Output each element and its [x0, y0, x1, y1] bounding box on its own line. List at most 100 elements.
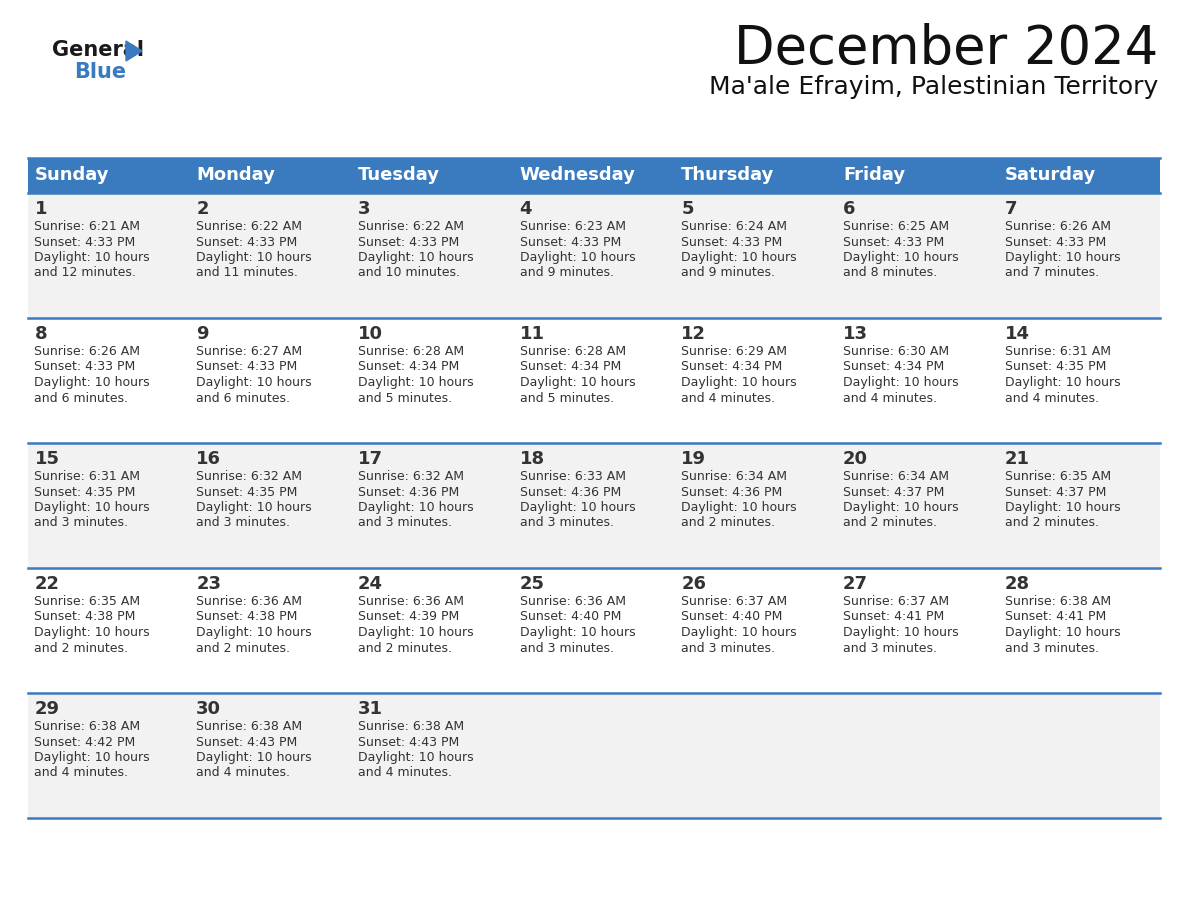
Text: Sunset: 4:33 PM: Sunset: 4:33 PM [196, 236, 297, 249]
Bar [352, 318, 513, 443]
Text: 7: 7 [1005, 200, 1017, 218]
Text: Sunrise: 6:28 AM: Sunrise: 6:28 AM [519, 345, 626, 358]
Bar [675, 193, 836, 318]
Text: 2: 2 [196, 200, 209, 218]
Text: Sunset: 4:38 PM: Sunset: 4:38 PM [34, 610, 135, 623]
Text: Sunset: 4:41 PM: Sunset: 4:41 PM [843, 610, 944, 623]
Text: Sunset: 4:39 PM: Sunset: 4:39 PM [358, 610, 459, 623]
Text: 23: 23 [196, 575, 221, 593]
Text: Sunrise: 6:28 AM: Sunrise: 6:28 AM [358, 345, 465, 358]
Text: and 6 minutes.: and 6 minutes. [34, 391, 128, 405]
Text: Daylight: 10 hours: Daylight: 10 hours [519, 626, 636, 639]
Text: 1: 1 [34, 200, 48, 218]
Text: 28: 28 [1005, 575, 1030, 593]
Text: 4: 4 [519, 200, 532, 218]
Text: and 3 minutes.: and 3 minutes. [519, 517, 614, 530]
Bar [998, 318, 1159, 443]
Text: 27: 27 [843, 575, 868, 593]
Text: Sunset: 4:33 PM: Sunset: 4:33 PM [843, 236, 944, 249]
Text: Daylight: 10 hours: Daylight: 10 hours [358, 376, 474, 389]
Text: Daylight: 10 hours: Daylight: 10 hours [34, 626, 150, 639]
Text: Sunrise: 6:36 AM: Sunrise: 6:36 AM [196, 595, 302, 608]
Text: Sunrise: 6:23 AM: Sunrise: 6:23 AM [519, 220, 626, 233]
Text: Sunrise: 6:30 AM: Sunrise: 6:30 AM [843, 345, 949, 358]
Text: Sunset: 4:34 PM: Sunset: 4:34 PM [843, 361, 944, 374]
Bar [998, 693, 1159, 818]
Text: Sunrise: 6:38 AM: Sunrise: 6:38 AM [34, 720, 140, 733]
Text: and 3 minutes.: and 3 minutes. [843, 642, 937, 655]
Text: 20: 20 [843, 450, 868, 468]
Text: Sunset: 4:34 PM: Sunset: 4:34 PM [358, 361, 459, 374]
Text: Tuesday: Tuesday [358, 166, 440, 185]
Text: and 7 minutes.: and 7 minutes. [1005, 266, 1099, 279]
Text: Sunrise: 6:26 AM: Sunrise: 6:26 AM [1005, 220, 1111, 233]
Bar [513, 693, 675, 818]
Text: Sunrise: 6:31 AM: Sunrise: 6:31 AM [1005, 345, 1111, 358]
Text: Sunrise: 6:37 AM: Sunrise: 6:37 AM [843, 595, 949, 608]
Bar [352, 193, 513, 318]
Text: Sunrise: 6:36 AM: Sunrise: 6:36 AM [519, 595, 626, 608]
Text: Daylight: 10 hours: Daylight: 10 hours [196, 501, 311, 514]
Text: Sunrise: 6:26 AM: Sunrise: 6:26 AM [34, 345, 140, 358]
Text: Sunrise: 6:24 AM: Sunrise: 6:24 AM [682, 220, 788, 233]
Text: and 5 minutes.: and 5 minutes. [519, 391, 614, 405]
Text: Daylight: 10 hours: Daylight: 10 hours [34, 376, 150, 389]
Text: and 2 minutes.: and 2 minutes. [358, 642, 451, 655]
Text: Sunrise: 6:35 AM: Sunrise: 6:35 AM [34, 595, 140, 608]
Bar [675, 568, 836, 693]
Text: 16: 16 [196, 450, 221, 468]
Text: Daylight: 10 hours: Daylight: 10 hours [682, 251, 797, 264]
Text: Sunset: 4:43 PM: Sunset: 4:43 PM [196, 735, 297, 748]
Text: and 2 minutes.: and 2 minutes. [196, 642, 290, 655]
Text: 15: 15 [34, 450, 59, 468]
Text: and 8 minutes.: and 8 minutes. [843, 266, 937, 279]
Bar [836, 318, 998, 443]
Polygon shape [126, 41, 143, 61]
Bar [513, 443, 675, 568]
Bar [190, 193, 352, 318]
Text: and 4 minutes.: and 4 minutes. [682, 391, 776, 405]
Text: Daylight: 10 hours: Daylight: 10 hours [196, 251, 311, 264]
Text: Daylight: 10 hours: Daylight: 10 hours [34, 751, 150, 764]
Text: December 2024: December 2024 [734, 23, 1158, 75]
Bar [513, 568, 675, 693]
Bar [675, 443, 836, 568]
Text: 24: 24 [358, 575, 383, 593]
Text: Daylight: 10 hours: Daylight: 10 hours [34, 251, 150, 264]
Text: and 4 minutes.: and 4 minutes. [34, 767, 128, 779]
Text: Sunrise: 6:35 AM: Sunrise: 6:35 AM [1005, 470, 1111, 483]
Bar [190, 693, 352, 818]
Text: 12: 12 [682, 325, 707, 343]
Text: 22: 22 [34, 575, 59, 593]
Bar [675, 693, 836, 818]
Text: and 6 minutes.: and 6 minutes. [196, 391, 290, 405]
Text: Sunset: 4:42 PM: Sunset: 4:42 PM [34, 735, 135, 748]
Text: 18: 18 [519, 450, 545, 468]
Text: and 3 minutes.: and 3 minutes. [34, 517, 128, 530]
Text: Daylight: 10 hours: Daylight: 10 hours [843, 376, 959, 389]
Text: Sunset: 4:33 PM: Sunset: 4:33 PM [34, 236, 135, 249]
Text: Daylight: 10 hours: Daylight: 10 hours [843, 251, 959, 264]
Text: Sunset: 4:34 PM: Sunset: 4:34 PM [682, 361, 783, 374]
Text: Thursday: Thursday [682, 166, 775, 185]
Text: Monday: Monday [196, 166, 276, 185]
Text: and 3 minutes.: and 3 minutes. [682, 642, 776, 655]
Text: 11: 11 [519, 325, 544, 343]
Text: Friday: Friday [843, 166, 905, 185]
Text: Sunrise: 6:21 AM: Sunrise: 6:21 AM [34, 220, 140, 233]
Text: and 9 minutes.: and 9 minutes. [682, 266, 776, 279]
Bar [836, 193, 998, 318]
Text: Daylight: 10 hours: Daylight: 10 hours [682, 501, 797, 514]
Text: Sunrise: 6:25 AM: Sunrise: 6:25 AM [843, 220, 949, 233]
Text: 21: 21 [1005, 450, 1030, 468]
Text: and 3 minutes.: and 3 minutes. [519, 642, 614, 655]
Text: Daylight: 10 hours: Daylight: 10 hours [358, 626, 474, 639]
Bar [29, 318, 190, 443]
Bar [190, 318, 352, 443]
Text: and 3 minutes.: and 3 minutes. [358, 517, 451, 530]
Text: Sunset: 4:35 PM: Sunset: 4:35 PM [196, 486, 297, 498]
Bar [352, 568, 513, 693]
Text: Sunrise: 6:32 AM: Sunrise: 6:32 AM [358, 470, 463, 483]
Text: Ma'ale Efrayim, Palestinian Territory: Ma'ale Efrayim, Palestinian Territory [709, 75, 1158, 99]
Text: Daylight: 10 hours: Daylight: 10 hours [196, 376, 311, 389]
